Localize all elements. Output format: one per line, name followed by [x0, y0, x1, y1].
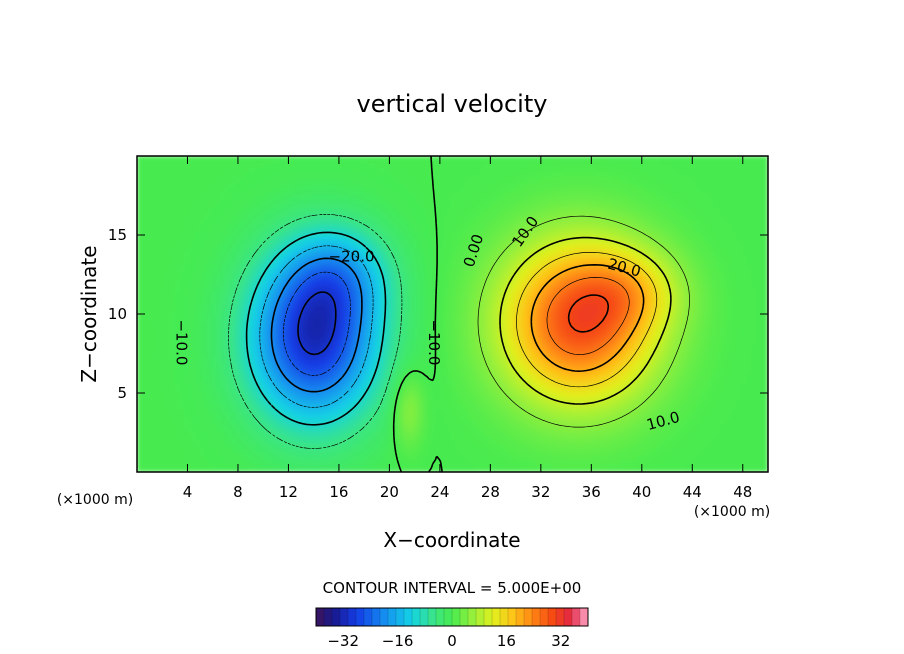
- colorbar-frame: [315, 607, 589, 627]
- colorbar-swatch-29: [548, 608, 557, 626]
- y-axis-ticks: 5 10 15: [108, 226, 768, 402]
- x-tick-label-8: 8: [233, 483, 243, 501]
- x-tick-label-12: 12: [279, 483, 298, 501]
- colorbar-swatch-22: [492, 608, 501, 626]
- colorbar-swatch-32: [572, 608, 581, 626]
- colorbar-swatch-17: [452, 608, 461, 626]
- colorbar-swatch-9: [388, 608, 397, 626]
- colorbar-ticks: −32 −16 0 16 32: [327, 632, 570, 650]
- colorbar-tick-label-1: −16: [382, 632, 414, 650]
- contour-level-20: [530, 264, 645, 372]
- colorbar-tick-label-2: 0: [447, 632, 457, 650]
- colorbar-swatch-30: [556, 608, 565, 626]
- chart-title: vertical velocity: [357, 90, 548, 118]
- colorbar-swatch-14: [428, 608, 437, 626]
- colorbar-swatch-23: [500, 608, 509, 626]
- colorbar-swatch-5: [356, 608, 365, 626]
- colorbar-tick-label-3: 16: [497, 632, 516, 650]
- y-tick-label-5: 5: [117, 384, 127, 402]
- contour-lines: [228, 156, 690, 472]
- contour-label-2: −10.0: [425, 319, 443, 365]
- colorbar-swatch-8: [380, 608, 389, 626]
- x-tick-label-44: 44: [683, 483, 702, 501]
- colorbar-tick-label-4: 32: [551, 632, 570, 650]
- contour-label-0: −20.0: [329, 248, 375, 266]
- colorbar-swatch-11: [404, 608, 413, 626]
- x-axis-label: X−coordinate: [383, 528, 520, 552]
- colorbar-swatch-10: [396, 608, 405, 626]
- colorbar-swatch-27: [532, 608, 541, 626]
- contour-level-neg15: [259, 245, 374, 408]
- contour-level-30: [567, 294, 610, 333]
- contour-level-0: [392, 156, 443, 472]
- contour-level-15: [516, 251, 658, 388]
- contour-level-neg20: [270, 257, 363, 393]
- contour-label-1: −10.0: [173, 319, 191, 365]
- colorbar-swatch-16: [444, 608, 453, 626]
- colorbar: [315, 608, 589, 626]
- x-unit-left: (×1000 m): [57, 492, 133, 508]
- contour-level-10: [499, 236, 672, 405]
- colorbar-swatch-31: [564, 608, 573, 626]
- contour-level-neg30: [297, 291, 337, 356]
- x-unit-right: (×1000 m): [694, 504, 770, 520]
- colorbar-swatch-21: [484, 608, 493, 626]
- y-tick-label-15: 15: [108, 226, 127, 244]
- colorbar-swatch-24: [508, 608, 517, 626]
- contour-level-5: [477, 215, 690, 428]
- colorbar-swatch-33: [580, 608, 589, 626]
- colorbar-swatch-3: [340, 608, 349, 626]
- contour-level-neg25: [282, 271, 351, 376]
- colorbar-swatch-2: [332, 608, 341, 626]
- x-tick-label-40: 40: [632, 483, 651, 501]
- colorbar-swatch-0: [316, 608, 325, 626]
- x-tick-label-4: 4: [183, 483, 193, 501]
- colorbar-swatch-6: [364, 608, 373, 626]
- contour-level-neg5: [228, 214, 403, 449]
- x-tick-label-20: 20: [380, 483, 399, 501]
- x-tick-label-36: 36: [582, 483, 601, 501]
- x-tick-label-24: 24: [430, 483, 449, 501]
- colorbar-swatch-25: [516, 608, 525, 626]
- colorbar-swatch-13: [420, 608, 429, 626]
- plot-area: [137, 156, 768, 472]
- colorbar-swatch-4: [348, 608, 357, 626]
- colorbar-swatch-19: [468, 608, 477, 626]
- colorbar-swatch-1: [324, 608, 333, 626]
- y-tick-label-10: 10: [108, 305, 127, 323]
- colorbar-swatch-15: [436, 608, 445, 626]
- contour-level-25: [546, 277, 630, 355]
- contour-interval: CONTOUR INTERVAL = 5.000E+00: [323, 579, 582, 597]
- x-axis-ticks: 4 8 12 16 20 24 28 32 36 40 44 48: [183, 156, 752, 501]
- contour-level-neg10: [245, 231, 387, 426]
- x-tick-label-32: 32: [531, 483, 550, 501]
- y-axis-label: Z−coordinate: [77, 245, 101, 382]
- colorbar-swatch-20: [476, 608, 485, 626]
- colorbar-swatch-12: [412, 608, 421, 626]
- colorbar-tick-label-0: −32: [327, 632, 359, 650]
- x-tick-label-16: 16: [329, 483, 348, 501]
- colorbar-swatch-18: [460, 608, 469, 626]
- velocity-field: [137, 156, 768, 472]
- colorbar-swatch-7: [372, 608, 381, 626]
- colorbar-swatch-26: [524, 608, 533, 626]
- colorbar-swatch-28: [540, 608, 549, 626]
- x-tick-label-48: 48: [733, 483, 752, 501]
- x-tick-label-28: 28: [481, 483, 500, 501]
